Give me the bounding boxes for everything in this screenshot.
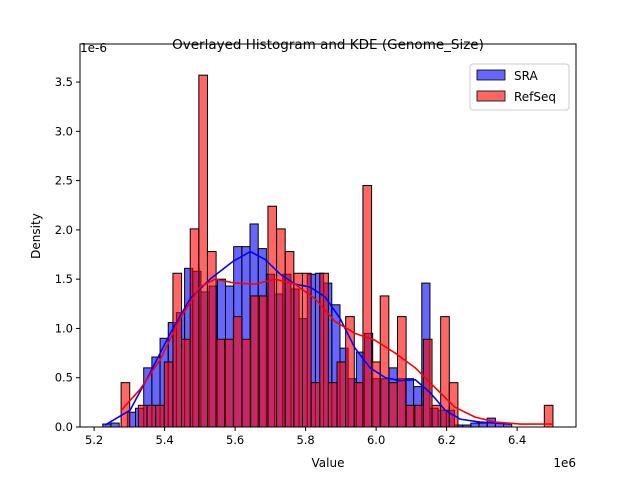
kde-layer xyxy=(104,250,554,426)
legend-swatch-refseq xyxy=(476,90,506,102)
x-tick-label: 6.4 xyxy=(508,433,526,447)
bar-refseq xyxy=(293,272,303,428)
legend-label-sra: SRA xyxy=(514,69,538,83)
bar-refseq xyxy=(362,185,373,428)
bar-refseq xyxy=(431,404,442,428)
bar-sra xyxy=(110,422,120,428)
bar-refseq xyxy=(232,316,243,428)
bar-refseq xyxy=(388,382,398,428)
chart-title: Overlayed Histogram and KDE (Genome_Size… xyxy=(172,37,484,53)
bar-refseq xyxy=(405,404,416,428)
bar-refseq xyxy=(146,404,157,428)
bar-refseq xyxy=(353,382,364,428)
y-tick-label: 2.0 xyxy=(55,223,73,237)
kde-line-sra xyxy=(104,250,511,426)
legend: SRA RefSeq xyxy=(469,63,570,111)
bar-refseq xyxy=(267,205,278,428)
y-offset-label: 1e-6 xyxy=(80,41,107,55)
y-tick-label: 3.5 xyxy=(55,75,73,89)
x-tick-label: 5.2 xyxy=(85,433,103,447)
bar-refseq xyxy=(137,404,148,428)
bar-refseq xyxy=(301,272,312,428)
bar-refseq xyxy=(327,382,338,428)
bar-sra xyxy=(478,422,488,428)
y-tick-label: 2.5 xyxy=(55,174,73,188)
y-tick-label: 3.0 xyxy=(55,124,73,138)
y-axis-label: Density xyxy=(29,213,43,259)
bar-refseq xyxy=(198,74,208,428)
bar-refseq xyxy=(181,338,191,428)
y-ticks: 0.0 0.5 1.0 1.5 2.0 2.5 3.0 3.5 xyxy=(55,75,80,434)
bar-refseq xyxy=(310,382,321,428)
bar-refseq xyxy=(172,272,183,428)
bar-refseq xyxy=(241,338,252,428)
bar-refseq xyxy=(250,295,260,428)
x-ticks: 5.2 5.4 5.6 5.8 6.0 6.2 6.4 xyxy=(85,427,526,447)
x-tick-label: 5.4 xyxy=(155,433,173,447)
x-tick-label: 5.6 xyxy=(226,433,244,447)
bar-refseq xyxy=(396,316,407,428)
bar-refseq xyxy=(189,228,200,428)
bar-refseq xyxy=(155,404,165,428)
kde-line-refseq xyxy=(120,278,554,425)
legend-swatch-sra xyxy=(476,69,506,81)
bar-refseq xyxy=(258,295,269,428)
y-tick-label: 0.5 xyxy=(55,371,73,385)
bar-refseq xyxy=(336,361,347,428)
axes-frame xyxy=(79,43,577,428)
y-tick-label: 1.0 xyxy=(55,321,73,335)
bars-layer xyxy=(102,74,554,428)
bar-refseq xyxy=(224,338,234,428)
bar-refseq xyxy=(414,404,424,428)
x-axis-label: Value xyxy=(312,456,345,470)
x-tick-label: 6.2 xyxy=(437,433,455,447)
bar-refseq xyxy=(276,228,286,428)
legend-label-refseq: RefSeq xyxy=(514,90,556,104)
bar-refseq xyxy=(215,338,226,428)
x-tick-label: 5.8 xyxy=(296,433,314,447)
bar-sra xyxy=(470,422,480,428)
y-tick-label: 1.5 xyxy=(55,272,73,286)
x-offset-label: 1e6 xyxy=(553,456,576,470)
x-tick-label: 6.0 xyxy=(367,433,385,447)
y-tick-label: 0.0 xyxy=(55,420,73,434)
bar-refseq xyxy=(163,361,174,428)
bar-refseq xyxy=(379,295,390,428)
